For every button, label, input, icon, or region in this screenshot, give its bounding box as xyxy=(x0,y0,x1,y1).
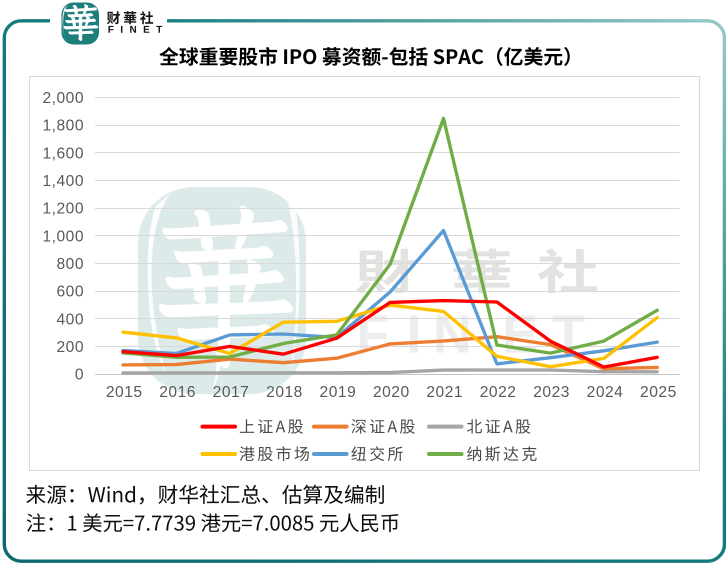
svg-text:2020: 2020 xyxy=(373,384,410,401)
svg-text:200: 200 xyxy=(56,339,84,356)
svg-text:2018: 2018 xyxy=(266,384,303,401)
svg-text:2019: 2019 xyxy=(320,384,357,401)
svg-text:2015: 2015 xyxy=(106,384,143,401)
svg-text:800: 800 xyxy=(56,256,84,273)
svg-text:1,800: 1,800 xyxy=(42,118,84,135)
svg-text:1,200: 1,200 xyxy=(42,201,84,218)
svg-text:1,000: 1,000 xyxy=(42,228,84,245)
svg-text:600: 600 xyxy=(56,284,84,301)
svg-text:2021: 2021 xyxy=(426,384,463,401)
svg-text:1,400: 1,400 xyxy=(42,173,84,190)
svg-text:1,600: 1,600 xyxy=(42,145,84,162)
svg-text:2,000: 2,000 xyxy=(42,90,84,107)
svg-text:400: 400 xyxy=(56,311,84,328)
svg-text:2022: 2022 xyxy=(480,384,517,401)
svg-text:2025: 2025 xyxy=(640,384,677,401)
svg-text:2023: 2023 xyxy=(533,384,570,401)
svg-text:2024: 2024 xyxy=(587,384,624,401)
svg-text:2017: 2017 xyxy=(213,384,250,401)
svg-text:0: 0 xyxy=(75,367,84,384)
svg-text:2016: 2016 xyxy=(159,384,196,401)
